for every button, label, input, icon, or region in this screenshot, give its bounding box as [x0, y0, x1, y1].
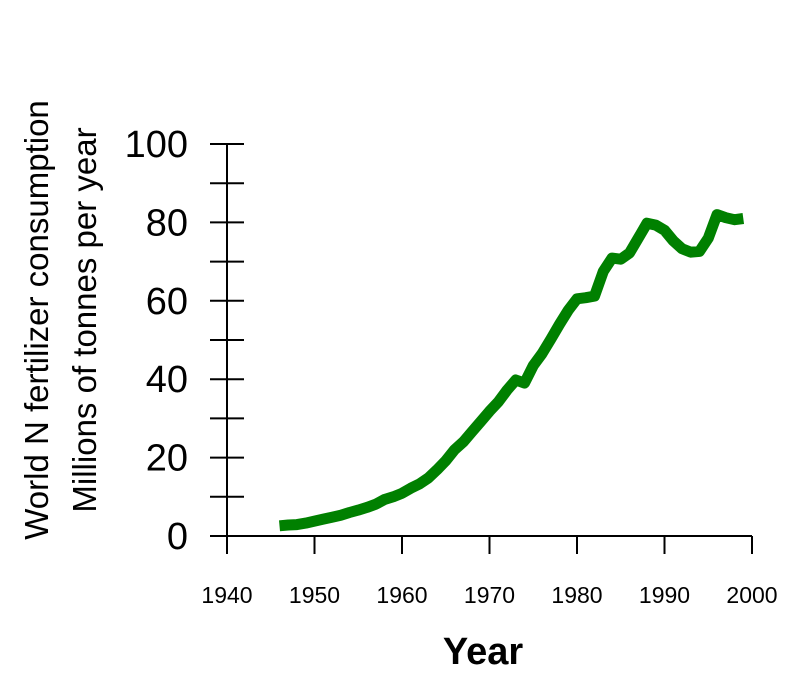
y-tick-label: 100 — [125, 124, 188, 166]
x-tick-label: 1970 — [464, 582, 515, 608]
x-tick-label: 1980 — [551, 582, 602, 608]
x-tick-label: 1990 — [639, 582, 690, 608]
x-axis-label: Year — [443, 631, 524, 673]
y-tick-label: 20 — [146, 438, 188, 480]
y-axis-label-line-1: World N fertilizer consumption — [18, 100, 55, 540]
y-tick-label: 0 — [167, 516, 188, 558]
x-tick-label: 1950 — [289, 582, 340, 608]
plot-area: 0 20 40 60 80 100 1940 1950 1960 1970 1980 1990 2000 — [125, 124, 778, 608]
x-tick-label: 1940 — [201, 582, 252, 608]
y-tick-label: 60 — [146, 281, 188, 323]
y-axis-label: World N fertilizer consumption Millions … — [18, 100, 103, 540]
y-tick-label: 80 — [146, 202, 188, 244]
y-tick-label: 40 — [146, 359, 188, 401]
x-tick-label: 1960 — [376, 582, 427, 608]
x-tick-label: 2000 — [726, 582, 777, 608]
data-line — [279, 209, 745, 532]
y-axis-label-line-2: Millions of tonnes per year — [66, 127, 103, 512]
